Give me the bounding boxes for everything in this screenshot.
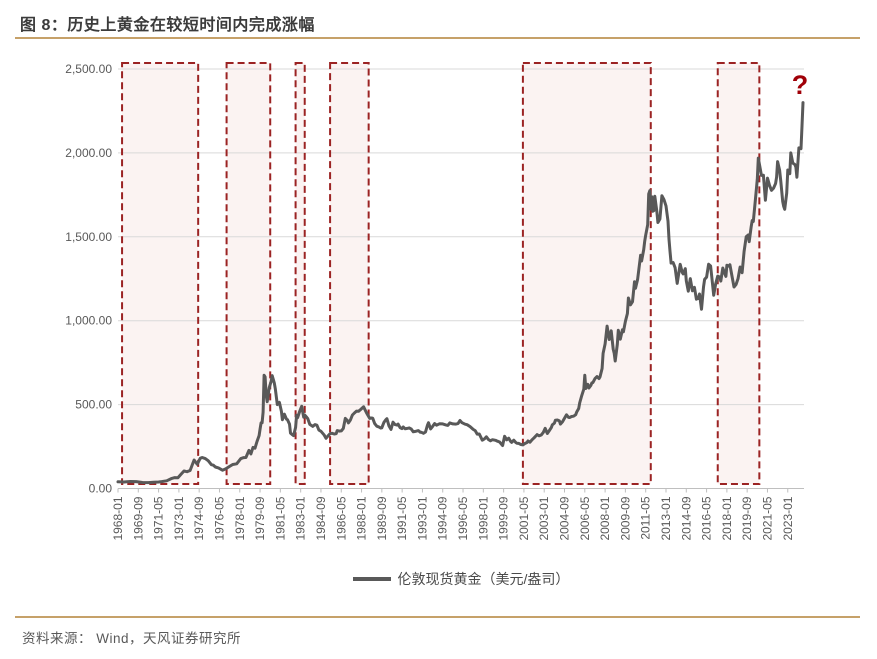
y-axis-label: 2,500.00	[65, 62, 112, 76]
highlight-region-fill	[330, 63, 369, 484]
x-axis-label: 1988-01	[355, 496, 369, 540]
gold-price-line	[116, 101, 805, 485]
y-axis-label: 500.00	[75, 398, 112, 412]
x-axis-label: 1973-01	[172, 496, 186, 540]
x-axis-label: 1993-01	[415, 496, 429, 540]
x-axis-label: 2018-01	[720, 496, 734, 540]
x-axis-label: 1996-05	[456, 496, 470, 540]
x-axis-label: 1983-01	[294, 496, 308, 540]
footer-divider-rule	[15, 616, 860, 618]
x-axis-label: 1986-05	[334, 496, 348, 540]
x-axis-label: 1974-09	[192, 496, 206, 540]
x-axis-label: 2006-05	[578, 496, 592, 540]
x-axis-label: 2019-09	[740, 496, 754, 540]
legend-line-swatch	[352, 577, 391, 581]
x-axis-label: 1968-01	[111, 496, 125, 540]
x-axis-label: 1989-09	[375, 496, 389, 540]
highlight-region-fill	[522, 63, 651, 484]
chart-legend: 伦敦现货黄金（美元/盎司）	[118, 570, 804, 588]
y-axis-label: 1,500.00	[65, 230, 112, 244]
x-axis-label: 1999-09	[497, 496, 511, 540]
x-axis-label: 1991-05	[395, 496, 409, 540]
legend-series-label: 伦敦现货黄金（美元/盎司）	[397, 571, 570, 587]
x-axis-label: 1981-05	[273, 496, 287, 540]
question-mark-annotation: ?	[792, 70, 809, 100]
highlight-region-border	[225, 62, 272, 485]
x-axis-label: 1978-01	[233, 496, 247, 540]
x-axis-label: 1994-09	[436, 496, 450, 540]
x-axis-label: 2014-09	[679, 496, 693, 540]
x-axis-label: 2003-01	[537, 496, 551, 540]
x-axis-label: 2023-01	[781, 496, 795, 540]
highlight-region-border	[294, 62, 306, 485]
highlight-region-border	[121, 62, 200, 485]
x-axis-label: 2009-09	[618, 496, 632, 540]
y-axis-label: 0.00	[89, 482, 113, 496]
data-source-note: 资料来源： Wind，天风证券研究所	[22, 631, 242, 646]
x-axis-label: 1971-05	[152, 496, 166, 540]
highlight-region-fill	[295, 63, 305, 484]
x-axis-label: 2004-09	[558, 496, 572, 540]
y-axis-label: 2,000.00	[65, 146, 112, 160]
highlight-region-fill	[122, 63, 199, 484]
figure-title: 图 8：历史上黄金在较短时间内完成涨幅	[20, 17, 315, 34]
title-divider-rule	[15, 37, 860, 39]
x-axis-label: 2001-05	[517, 496, 531, 540]
x-axis-label: 2008-01	[598, 496, 612, 540]
x-axis-label: 1979-09	[253, 496, 267, 540]
y-axis-label: 1,000.00	[65, 314, 112, 328]
x-axis-label: 1969-09	[131, 496, 145, 540]
highlight-region-border	[329, 62, 370, 485]
x-axis-label: 2011-05	[639, 496, 653, 539]
x-axis-label: 1984-09	[314, 496, 328, 540]
x-axis-label: 1976-05	[212, 496, 226, 540]
x-axis-label: 2013-01	[659, 496, 673, 540]
x-axis-label: 2021-05	[760, 496, 774, 540]
x-axis-label: 2016-05	[700, 496, 714, 540]
x-axis-label: 1998-01	[476, 496, 490, 540]
